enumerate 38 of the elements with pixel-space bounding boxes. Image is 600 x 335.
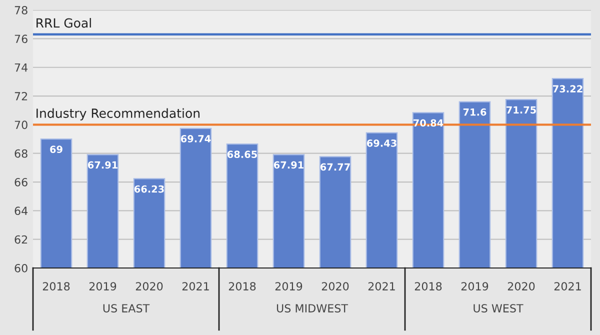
text: US WEST: [474, 304, 524, 312]
y-tick-label: 66: [14, 178, 28, 186]
y-tick-label: 70: [14, 120, 28, 130]
data-label: 71.6: [463, 108, 486, 116]
x-tick-label: 2021: [368, 282, 395, 290]
x-tick-label: 2019: [89, 282, 116, 290]
data-label: 67.77: [320, 163, 350, 171]
data-label: 69: [50, 146, 62, 153]
text: US MIDWEST: [276, 304, 348, 312]
data-label: 66.23: [134, 185, 164, 193]
y-tick-label: 60: [14, 264, 28, 272]
data-label: 69.43: [366, 139, 396, 147]
y-tick-label: 64: [14, 206, 28, 216]
x-tick-label: 2018: [42, 282, 70, 290]
x-tick-label: 2021: [182, 282, 209, 290]
x-tick-label: 2020: [136, 282, 163, 290]
x-tick-label: 2019: [275, 282, 302, 290]
y-tick-label: 74: [14, 63, 28, 72]
text: US EAST: [103, 304, 150, 312]
x-tick-label: 2020: [508, 282, 535, 290]
data-label: 68.65: [227, 150, 257, 158]
x-tick-label: 2020: [322, 282, 349, 290]
y-tick-label: 68: [14, 149, 28, 158]
x-tick-label: 2018: [414, 282, 442, 290]
y-tick-label: 76: [14, 34, 28, 44]
y-tick-label: 78: [14, 6, 28, 14]
data-label: 73.22: [553, 85, 582, 93]
data-label: 71.75: [506, 106, 536, 114]
ref-line-label: RRL Goal: [36, 18, 91, 28]
y-tick-label: 62: [14, 235, 28, 244]
data-label: 69.74: [180, 135, 211, 142]
ref-line-label: Industry Recommendation: [36, 108, 200, 120]
x-tick-label: 2019: [461, 282, 488, 290]
x-tick-label: 2021: [554, 282, 581, 290]
y-tick-label: 72: [14, 92, 28, 100]
x-tick-label: 2018: [228, 282, 256, 290]
data-label: 67.91: [274, 161, 304, 169]
data-label: 67.91: [88, 161, 118, 169]
